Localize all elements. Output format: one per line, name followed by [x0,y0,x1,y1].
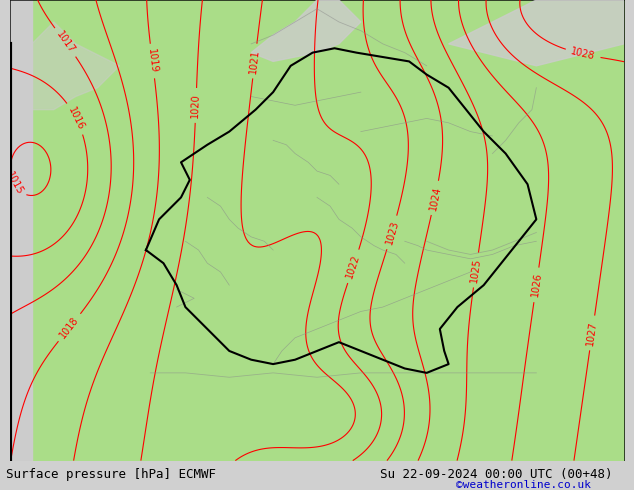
Polygon shape [251,0,361,61]
Text: 1025: 1025 [469,257,482,283]
Text: 1019: 1019 [146,49,158,74]
Text: Su 22-09-2024 00:00 UTC (00+48): Su 22-09-2024 00:00 UTC (00+48) [380,468,613,481]
Text: Surface pressure [hPa] ECMWF: Surface pressure [hPa] ECMWF [6,468,216,481]
Text: 1021: 1021 [249,48,261,74]
Polygon shape [10,22,120,110]
Text: 1027: 1027 [586,320,599,346]
Text: 1016: 1016 [66,105,86,132]
Text: 1024: 1024 [428,185,443,211]
Text: 1026: 1026 [530,272,543,298]
Text: 1015: 1015 [4,170,24,196]
Text: 1020: 1020 [190,93,202,118]
Text: 1017: 1017 [54,29,77,55]
Polygon shape [449,0,624,66]
Text: ©weatheronline.co.uk: ©weatheronline.co.uk [456,480,592,490]
Text: 1022: 1022 [345,253,362,280]
Text: 1018: 1018 [58,315,81,340]
Text: 1028: 1028 [570,46,596,62]
Text: 1023: 1023 [384,219,400,245]
